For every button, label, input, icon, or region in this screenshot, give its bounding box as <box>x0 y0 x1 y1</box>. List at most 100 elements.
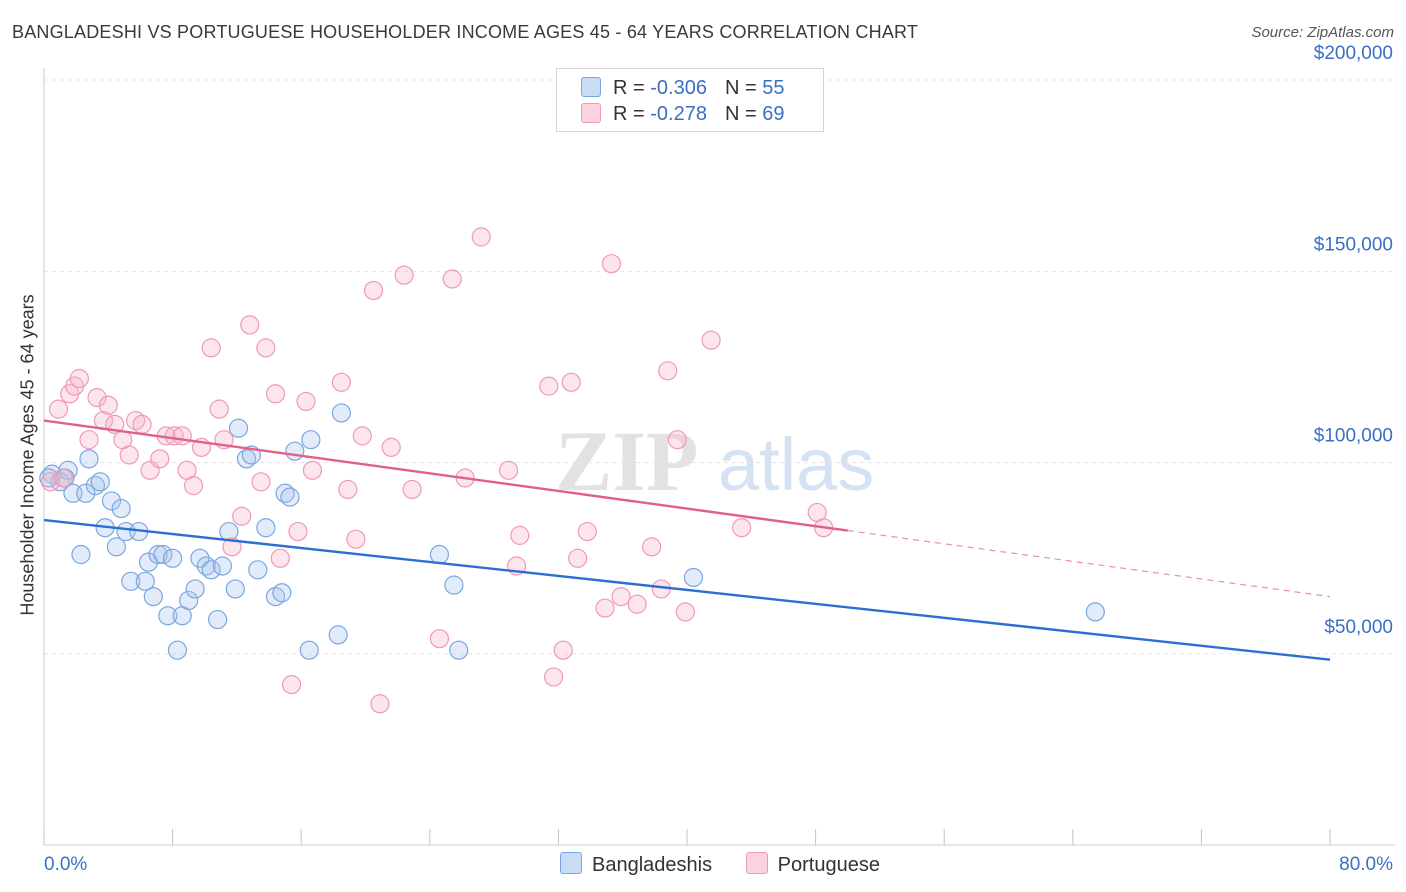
legend-n-label: N = <box>724 103 763 125</box>
portuguese-point <box>381 437 401 457</box>
legend-swatch-bangladeshi <box>581 77 601 97</box>
portuguese-point <box>370 694 390 714</box>
bangladeshi-point <box>1085 602 1105 622</box>
portuguese-point <box>331 372 351 392</box>
bangladeshi-point <box>101 491 122 511</box>
portuguese-point <box>53 468 73 488</box>
bangladeshi-point <box>106 537 126 557</box>
bangladeshi-point <box>201 560 221 580</box>
portuguese-point <box>172 426 192 446</box>
portuguese-point <box>79 430 99 450</box>
bangladeshi-point <box>76 483 96 503</box>
bangladeshi-point <box>683 567 704 588</box>
portuguese-trend-line-extension <box>847 529 1331 598</box>
bangladeshi-point <box>153 544 173 565</box>
bangladeshi-point <box>331 403 351 423</box>
legend-row-bangladeshi: R = -0.306 N = 55 <box>581 77 784 99</box>
portuguese-point <box>296 391 316 412</box>
portuguese-point <box>539 376 559 396</box>
portuguese-point <box>611 586 631 607</box>
portuguese-point <box>265 384 286 404</box>
y-tick-label: $200,000 <box>1314 43 1393 64</box>
legend-n-label: N = <box>724 77 763 99</box>
legend-label-bangladeshis: Bangladeshis <box>592 854 713 876</box>
bangladeshi-point <box>444 575 464 595</box>
portuguese-point <box>119 445 139 465</box>
portuguese-point <box>627 594 647 614</box>
bangladeshi-point <box>90 472 110 492</box>
legend-swatch-bangladeshis <box>560 852 582 874</box>
bangladeshi-point <box>449 640 469 660</box>
portuguese-point <box>658 361 678 381</box>
bangladeshi-point <box>79 449 99 469</box>
portuguese-point <box>442 269 462 289</box>
portuguese-point <box>595 598 615 618</box>
bangladeshi-trend-line <box>43 518 1331 661</box>
bangladeshi-point <box>212 556 233 576</box>
portuguese-point <box>667 430 687 450</box>
series-legend: Bangladeshis Portuguese <box>560 852 908 877</box>
portuguese-point <box>352 426 372 446</box>
portuguese-point <box>209 399 229 419</box>
portuguese-point <box>164 426 184 446</box>
bangladeshi-point <box>163 548 183 568</box>
portuguese-point <box>402 479 422 500</box>
portuguese-point <box>498 460 519 480</box>
bangladeshi-point <box>299 640 319 660</box>
portuguese-point <box>338 479 358 500</box>
portuguese-point <box>732 518 752 538</box>
bangladeshi-point <box>280 487 300 507</box>
portuguese-point <box>561 372 581 392</box>
portuguese-point <box>232 506 252 526</box>
bangladeshi-point <box>158 606 178 626</box>
portuguese-point <box>346 529 366 549</box>
y-tick-label: $50,000 <box>1324 617 1393 638</box>
legend-r-label: R = <box>613 77 651 99</box>
portuguese-point <box>240 315 260 335</box>
portuguese-point <box>577 521 597 542</box>
portuguese-point <box>150 449 170 469</box>
bangladeshi-point <box>167 640 188 660</box>
portuguese-point <box>701 330 721 350</box>
legend-label-portuguese: Portuguese <box>777 854 880 876</box>
portuguese-point <box>553 640 573 660</box>
bangladeshi-point <box>225 579 245 599</box>
portuguese-point <box>302 460 323 480</box>
watermark-atlas: atlas <box>718 423 874 506</box>
portuguese-point <box>642 537 662 557</box>
bangladeshi-point <box>148 544 168 565</box>
legend-n-value: 69 <box>762 103 785 125</box>
bangladeshi-point <box>256 518 276 538</box>
legend-r-value: -0.306 <box>650 77 707 99</box>
bangladeshi-point <box>190 548 210 568</box>
portuguese-point <box>256 338 276 358</box>
bangladeshi-point <box>121 571 141 591</box>
portuguese-point <box>568 548 588 568</box>
legend-item-bangladeshis[interactable]: Bangladeshis <box>560 852 712 877</box>
legend-r-label: R = <box>613 103 651 125</box>
legend-n-value: 55 <box>762 77 785 99</box>
portuguese-point <box>40 472 61 492</box>
chart-source: Source: ZipAtlas.com <box>1251 24 1394 41</box>
portuguese-point <box>69 368 89 389</box>
portuguese-point <box>87 388 107 408</box>
portuguese-point <box>251 472 271 492</box>
portuguese-point <box>201 338 221 358</box>
y-axis-label: Householder Income Ages 45 - 64 years <box>17 294 38 616</box>
bangladeshi-point <box>301 430 321 450</box>
y-tick-label: $100,000 <box>1314 426 1393 447</box>
bangladeshi-point <box>272 583 292 603</box>
x-tick-label-min: 0.0% <box>44 854 87 875</box>
legend-item-portuguese[interactable]: Portuguese <box>745 852 880 877</box>
bangladeshi-point <box>135 571 155 591</box>
bangladeshi-point <box>328 625 348 645</box>
portuguese-point <box>394 265 414 285</box>
portuguese-point <box>675 602 695 622</box>
bangladeshi-point <box>285 441 305 461</box>
bangladeshi-point <box>71 544 91 565</box>
portuguese-point <box>222 537 242 557</box>
portuguese-point <box>48 399 69 419</box>
bangladeshi-point <box>248 560 268 580</box>
bangladeshi-point <box>429 544 450 565</box>
